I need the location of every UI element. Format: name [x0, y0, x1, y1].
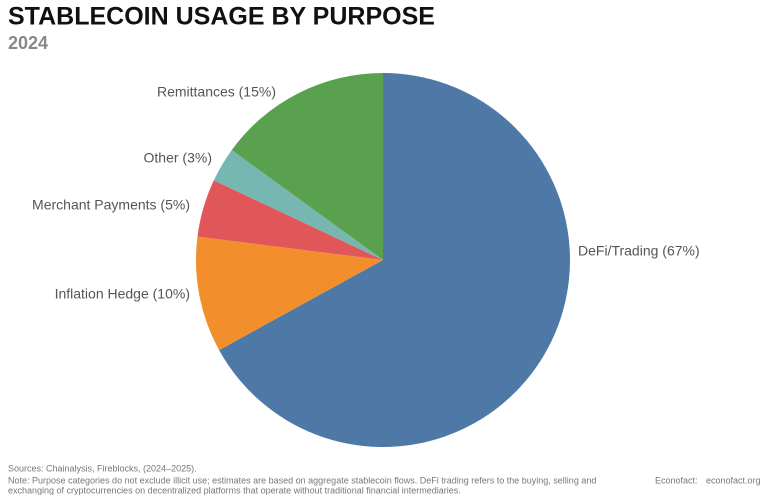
- publisher: Econofact:: [655, 475, 698, 485]
- note-line: exchanging of cryptocurrencies on decent…: [8, 485, 461, 495]
- slice-label: Other (3%): [144, 150, 212, 166]
- slice-label: Merchant Payments (5%): [32, 197, 190, 213]
- note-line: Note: Purpose categories do not exclude …: [8, 475, 596, 485]
- pie-slice: [219, 73, 570, 447]
- pie-slice: [196, 236, 383, 351]
- pie: DeFi/Trading (67%) Inflation Hedge (10%) M…: [32, 73, 700, 447]
- slice-label: DeFi/Trading (67%): [578, 243, 700, 259]
- website: econofact.org: [706, 475, 761, 485]
- chart-subtitle: 2024: [8, 33, 48, 53]
- pie-slice: [213, 150, 383, 260]
- pie-slice: [231, 73, 383, 260]
- chart-title: STABLECOIN USAGE BY PURPOSE: [8, 3, 435, 31]
- slice-label: Remittances (15%): [157, 84, 276, 100]
- slice-label: Inflation Hedge (10%): [55, 286, 190, 302]
- pie-slice: [197, 180, 383, 260]
- sources: Sources: Chainalysis, Fireblocks, (2024–…: [8, 463, 197, 473]
